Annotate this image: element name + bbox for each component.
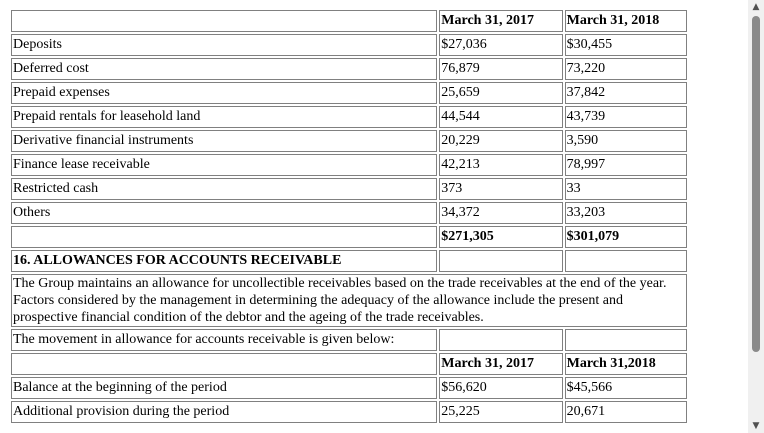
section-empty-cell <box>564 250 687 272</box>
table-row: Restricted cash 373 33 <box>11 178 687 200</box>
scrollbar-thumb[interactable] <box>752 16 760 352</box>
table-row: Additional provision during the period 2… <box>11 401 687 423</box>
table-row: Finance lease receivable 42,213 78,997 <box>11 154 687 176</box>
row-label: Deferred cost <box>11 58 438 80</box>
movement-header-empty-cell <box>11 353 438 375</box>
value-2018: 20,671 <box>564 401 687 423</box>
table-row: Deferred cost 76,879 73,220 <box>11 58 687 80</box>
table-row: Others 34,372 33,203 <box>11 202 687 224</box>
movement-header-2017: March 31, 2017 <box>439 353 563 375</box>
row-label: Balance at the beginning of the period <box>11 377 438 399</box>
table-row: Derivative financial instruments 20,229 … <box>11 130 687 152</box>
scroll-down-arrow-icon[interactable]: ▼ <box>752 421 760 431</box>
value-2017: 20,229 <box>439 130 563 152</box>
value-2018: 78,997 <box>564 154 687 176</box>
value-2017: 44,544 <box>439 106 563 128</box>
movement-header-row: March 31, 2017 March 31,2018 <box>11 353 687 375</box>
row-label: Finance lease receivable <box>11 154 438 176</box>
intro-empty-cell <box>439 329 563 351</box>
value-2017: 373 <box>439 178 563 200</box>
value-2018: 43,739 <box>564 106 687 128</box>
total-2018: $301,079 <box>564 226 687 248</box>
table-row: Balance at the beginning of the period $… <box>11 377 687 399</box>
table-header-row: March 31, 2017 March 31, 2018 <box>11 10 687 32</box>
scroll-up-arrow-icon[interactable]: ▲ <box>752 2 760 12</box>
value-2018: 73,220 <box>564 58 687 80</box>
value-2018: 33 <box>564 178 687 200</box>
vertical-scrollbar[interactable]: ▲ ▼ <box>748 0 764 433</box>
value-2017: 76,879 <box>439 58 563 80</box>
document-viewport: March 31, 2017 March 31, 2018 Deposits $… <box>9 8 689 425</box>
value-2017: 42,213 <box>439 154 563 176</box>
row-label: Restricted cash <box>11 178 438 200</box>
row-label: Prepaid expenses <box>11 82 438 104</box>
total-row: $271,305 $301,079 <box>11 226 687 248</box>
row-label: Prepaid rentals for leasehold land <box>11 106 438 128</box>
value-2017: 25,659 <box>439 82 563 104</box>
movement-intro-row: The movement in allowance for accounts r… <box>11 329 687 351</box>
row-label: Additional provision during the period <box>11 401 438 423</box>
header-empty-cell <box>11 10 438 32</box>
intro-empty-cell <box>564 329 687 351</box>
row-label: Deposits <box>11 34 438 56</box>
header-2018: March 31, 2018 <box>564 10 687 32</box>
value-2018: 3,590 <box>564 130 687 152</box>
value-2017: $27,036 <box>439 34 563 56</box>
row-label: Derivative financial instruments <box>11 130 438 152</box>
total-empty-cell <box>11 226 438 248</box>
report-table: March 31, 2017 March 31, 2018 Deposits $… <box>9 8 689 425</box>
movement-header-2018: March 31,2018 <box>564 353 687 375</box>
movement-intro: The movement in allowance for accounts r… <box>11 329 438 351</box>
section-empty-cell <box>439 250 563 272</box>
table-row: Prepaid rentals for leasehold land 44,54… <box>11 106 687 128</box>
row-label: Others <box>11 202 438 224</box>
value-2017: 25,225 <box>439 401 563 423</box>
value-2017: $56,620 <box>439 377 563 399</box>
total-2017: $271,305 <box>439 226 563 248</box>
value-2017: 34,372 <box>439 202 563 224</box>
value-2018: 33,203 <box>564 202 687 224</box>
paragraph-row: The Group maintains an allowance for unc… <box>11 274 687 327</box>
value-2018: $45,566 <box>564 377 687 399</box>
section-title: 16. ALLOWANCES FOR ACCOUNTS RECEIVABLE <box>11 250 438 272</box>
value-2018: $30,455 <box>564 34 687 56</box>
table-row: Deposits $27,036 $30,455 <box>11 34 687 56</box>
section-paragraph: The Group maintains an allowance for unc… <box>11 274 687 327</box>
section-title-row: 16. ALLOWANCES FOR ACCOUNTS RECEIVABLE <box>11 250 687 272</box>
value-2018: 37,842 <box>564 82 687 104</box>
table-row: Prepaid expenses 25,659 37,842 <box>11 82 687 104</box>
header-2017: March 31, 2017 <box>439 10 563 32</box>
